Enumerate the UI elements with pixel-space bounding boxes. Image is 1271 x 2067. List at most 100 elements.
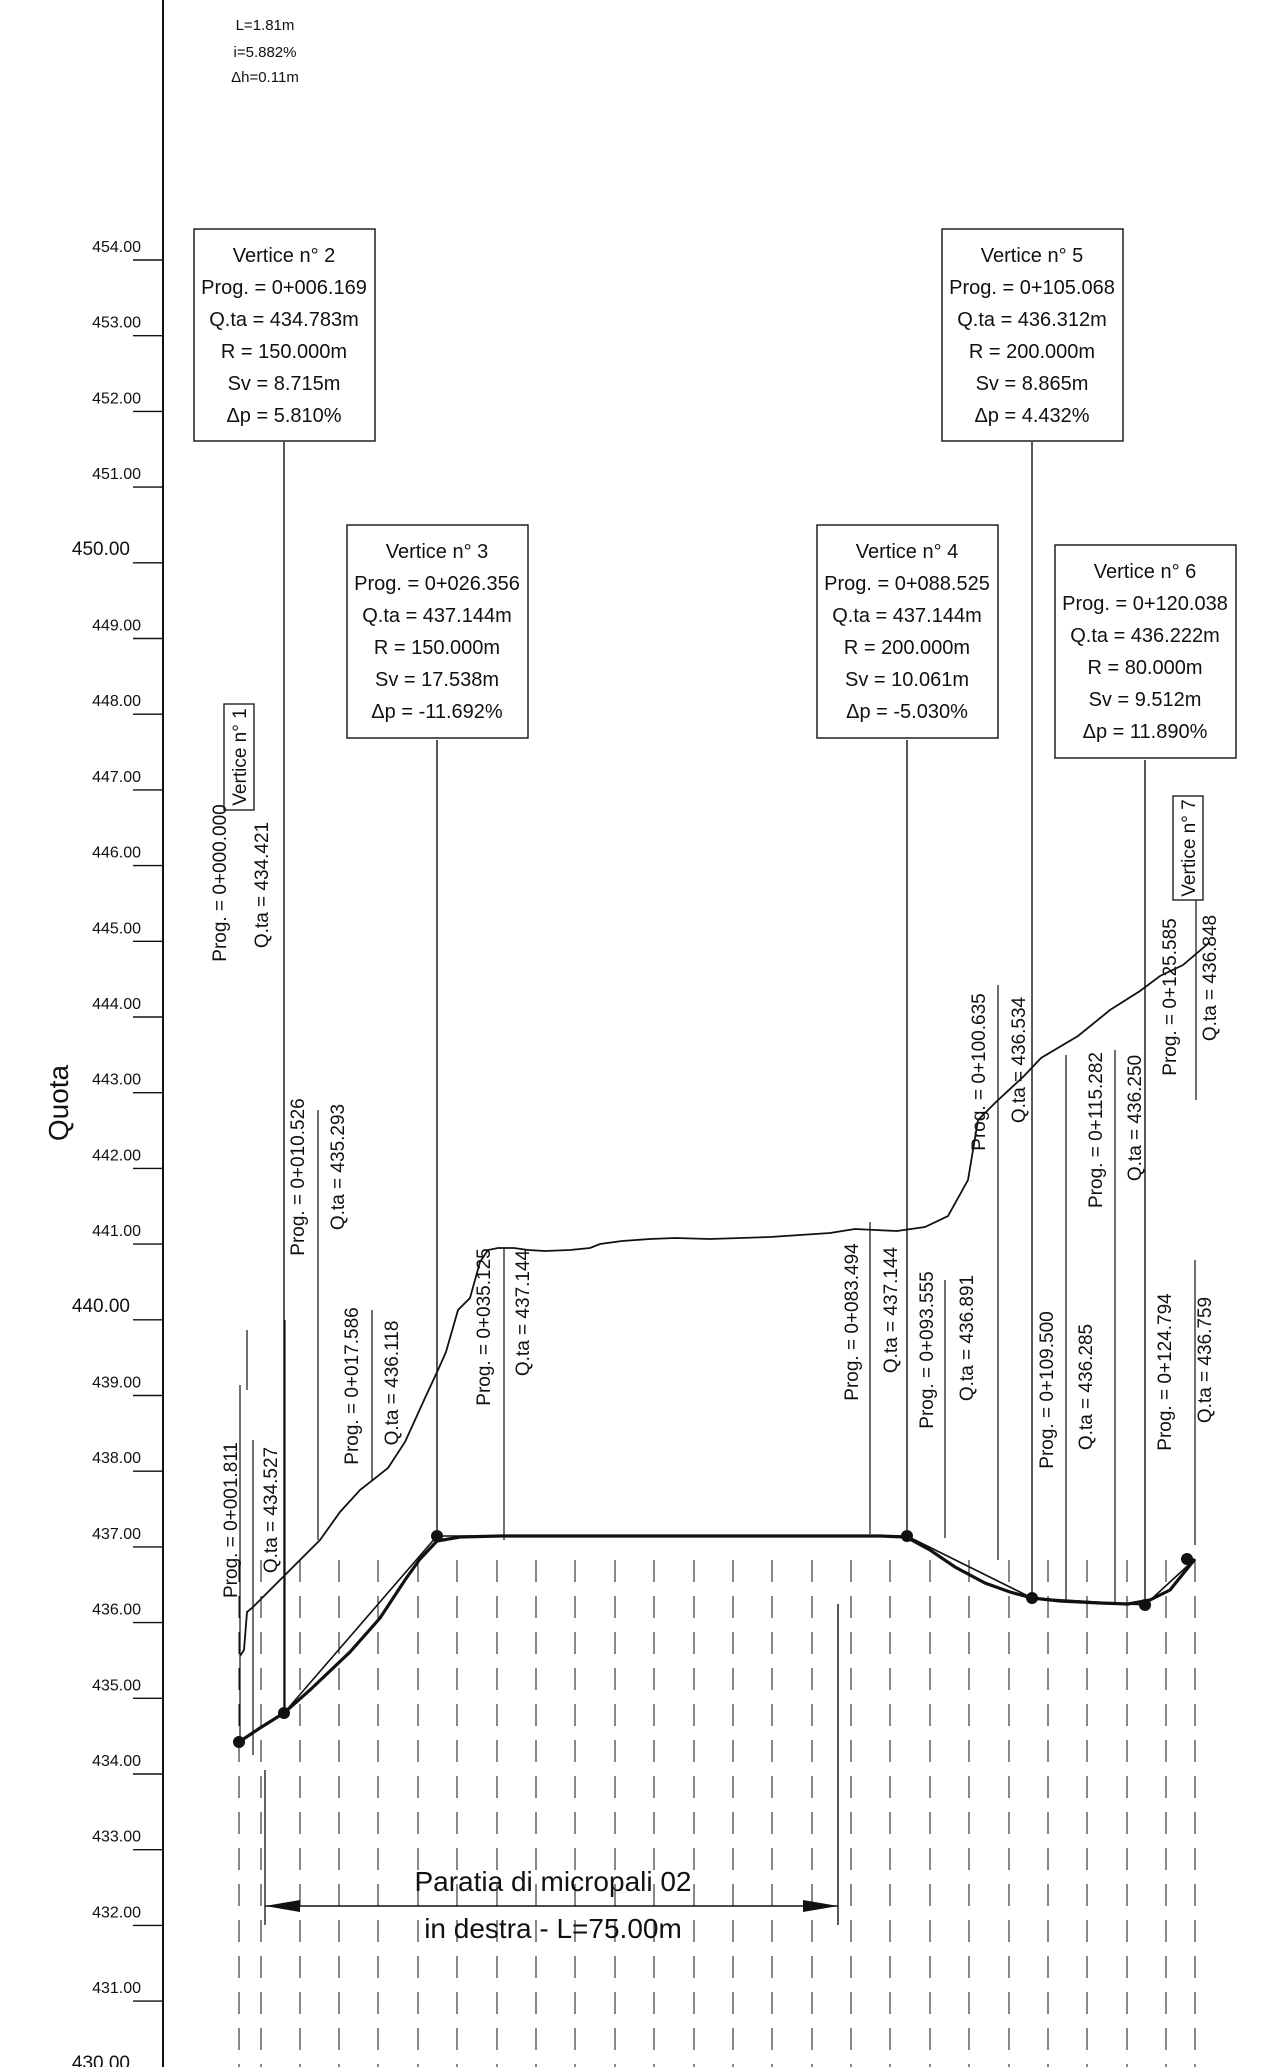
- vertex-3-dot: [431, 1530, 443, 1542]
- station-2-prog: Prog. = 0+001.811: [221, 1442, 242, 1598]
- vertex-3-radius: R = 150.000m: [374, 637, 500, 659]
- vertex-6-sv: Sv = 9.512m: [1089, 689, 1202, 711]
- axis-tick-label: 430.00: [72, 2053, 130, 2067]
- station-5-quota: Q.ta = 437.144: [513, 1249, 534, 1376]
- vertex-7-dot: [1181, 1553, 1193, 1565]
- station-11-quota: Q.ta = 436.759: [1195, 1297, 1216, 1423]
- vertex-markers: [233, 1530, 1193, 1748]
- station-3-prog: Prog. = 0+010.526: [288, 1098, 309, 1255]
- vertex-7-text: Vertice n° 7: [1179, 799, 1200, 896]
- station-4-prog: Prog. = 0+017.586: [342, 1307, 363, 1464]
- paratia-dimension: Paratia di micropali 02 in destra - L=75…: [264, 1770, 838, 1944]
- vertex-5-box: Vertice n° 5 Prog. = 0+105.068 Q.ta = 43…: [941, 228, 1124, 442]
- vertex-3-quota: Q.ta = 437.144m: [362, 605, 512, 627]
- axis-tick-label: 434.00: [92, 1753, 141, 1770]
- axis-tick-label: 447.00: [92, 769, 141, 786]
- station-6-quota: Q.ta = 437.144: [881, 1246, 902, 1373]
- vertex-1-dot: [233, 1736, 245, 1748]
- station-2-quota: Q.ta = 434.527: [261, 1447, 282, 1573]
- paratia-title: Paratia di micropali 02: [414, 1866, 691, 1897]
- dashed-station-guides: [238, 1560, 1196, 2067]
- ground-profile-line: [239, 941, 1211, 1657]
- vertex-5-radius: R = 200.000m: [969, 341, 1095, 363]
- station-8-prog: Prog. = 0+100.635: [969, 993, 990, 1150]
- vertex-4-dot: [901, 1530, 913, 1542]
- station-12-quota: Q.ta = 436.848: [1200, 915, 1221, 1041]
- station-7-quota: Q.ta = 436.891: [957, 1275, 978, 1401]
- vertex-leaders: [283, 442, 1146, 1925]
- vertex-6-prog: Prog. = 0+120.038: [1062, 593, 1228, 615]
- axis-tick-label: 436.00: [92, 1602, 141, 1619]
- station-6-prog: Prog. = 0+083.494: [842, 1243, 863, 1401]
- vertex-6-quota: Q.ta = 436.222m: [1070, 625, 1220, 647]
- vertex-1-text: Vertice n° 1: [230, 708, 251, 805]
- station-labels: Prog. = 0+000.000 Q.ta = 434.421 Prog. =…: [210, 804, 1221, 1598]
- vertex-3-sv: Sv = 17.538m: [375, 669, 499, 691]
- axis-tick-label: 433.00: [92, 1829, 141, 1846]
- station-3-quota: Q.ta = 435.293: [328, 1104, 349, 1230]
- vertex-4-sv: Sv = 10.061m: [845, 669, 969, 691]
- vertex-2-sv: Sv = 8.715m: [228, 373, 341, 395]
- axis-tick-label: 440.00: [72, 1296, 130, 1317]
- station-1-quota: Q.ta = 434.421: [252, 822, 273, 948]
- station-4-quota: Q.ta = 436.118: [382, 1321, 403, 1446]
- station-10-quota: Q.ta = 436.250: [1125, 1055, 1146, 1181]
- axis-tick-label: 435.00: [92, 1677, 141, 1694]
- vertex-5-prog: Prog. = 0+105.068: [949, 277, 1115, 299]
- vertex-4-prog: Prog. = 0+088.525: [824, 573, 990, 595]
- axis-tick-label: 437.00: [92, 1526, 141, 1543]
- paratia-length: in destra - L=75.00m: [424, 1913, 682, 1944]
- axis-tick-label: 451.00: [92, 466, 141, 483]
- vertex-2-radius: R = 150.000m: [221, 341, 347, 363]
- axis-tick-label: 443.00: [92, 1072, 141, 1089]
- station-12-prog: Prog. = 0+125.585: [1160, 918, 1181, 1075]
- vertex-5-title: Vertice n° 5: [981, 245, 1084, 267]
- axis-tick-label: 444.00: [92, 996, 141, 1013]
- vertex-2-box: Vertice n° 2 Prog. = 0+006.169 Q.ta = 43…: [193, 228, 376, 442]
- note-length: L=1.81m: [236, 17, 295, 34]
- axis-tick-label: 439.00: [92, 1375, 141, 1392]
- vertex-3-title: Vertice n° 3: [386, 541, 489, 563]
- vertex-2-dot: [278, 1707, 290, 1719]
- axis-tick-label: 441.00: [92, 1223, 141, 1240]
- axis-tick-label: 449.00: [92, 618, 141, 635]
- vertex-7-label: Vertice n° 7: [1172, 795, 1204, 901]
- axis-tick-label: 438.00: [92, 1450, 141, 1467]
- axis-tick-label: 432.00: [92, 1904, 141, 1921]
- axis-tick-label: 446.00: [92, 845, 141, 862]
- station-9-quota: Q.ta = 436.285: [1076, 1324, 1097, 1450]
- vertex-2-prog: Prog. = 0+006.169: [201, 277, 367, 299]
- note-slope: i=5.882%: [234, 44, 297, 61]
- vertex-4-dp: Δp = -5.030%: [846, 701, 968, 723]
- tangent-lines: [238, 1535, 1196, 1743]
- quota-axis-ticks: 454.00 453.00 452.00 451.00 450.00 449.00 448.…: [72, 239, 163, 2067]
- top-slope-note: L=1.81m i=5.882% Δh=0.11m: [231, 17, 299, 86]
- vertex-6-radius: R = 80.000m: [1087, 657, 1202, 679]
- vertex-5-dp: Δp = 4.432%: [974, 405, 1089, 427]
- axis-tick-label: 431.00: [92, 1980, 141, 1997]
- station-7-prog: Prog. = 0+093.555: [917, 1271, 938, 1428]
- axis-title: Quota: [43, 1064, 74, 1141]
- axis-tick-label: 448.00: [92, 693, 141, 710]
- station-lines: [239, 830, 1197, 1755]
- vertex-5-dot: [1026, 1592, 1038, 1604]
- vertex-2-title: Vertice n° 2: [233, 245, 336, 267]
- vertex-2-quota: Q.ta = 434.783m: [209, 309, 359, 331]
- axis-tick-label: 442.00: [92, 1147, 141, 1164]
- vertex-3-prog: Prog. = 0+026.356: [354, 573, 520, 595]
- axis-tick-label: 452.00: [92, 390, 141, 407]
- station-10-prog: Prog. = 0+115.282: [1086, 1052, 1107, 1208]
- axis-tick-label: 450.00: [72, 539, 130, 560]
- vertex-6-box: Vertice n° 6 Prog. = 0+120.038 Q.ta = 43…: [1054, 544, 1237, 759]
- vertex-4-box: Vertice n° 4 Prog. = 0+088.525 Q.ta = 43…: [816, 524, 999, 739]
- axis-tick-label: 445.00: [92, 920, 141, 937]
- station-11-prog: Prog. = 0+124.794: [1155, 1293, 1176, 1451]
- axis-tick-label: 453.00: [92, 315, 141, 332]
- vertex-6-dot: [1139, 1599, 1151, 1611]
- station-8-quota: Q.ta = 436.534: [1009, 996, 1030, 1123]
- design-grade-line: [238, 1534, 1197, 1744]
- station-9-prog: Prog. = 0+109.500: [1037, 1311, 1058, 1468]
- vertex-3-box: Vertice n° 3 Prog. = 0+026.356 Q.ta = 43…: [346, 524, 529, 739]
- station-5-prog: Prog. = 0+035.125: [474, 1248, 495, 1405]
